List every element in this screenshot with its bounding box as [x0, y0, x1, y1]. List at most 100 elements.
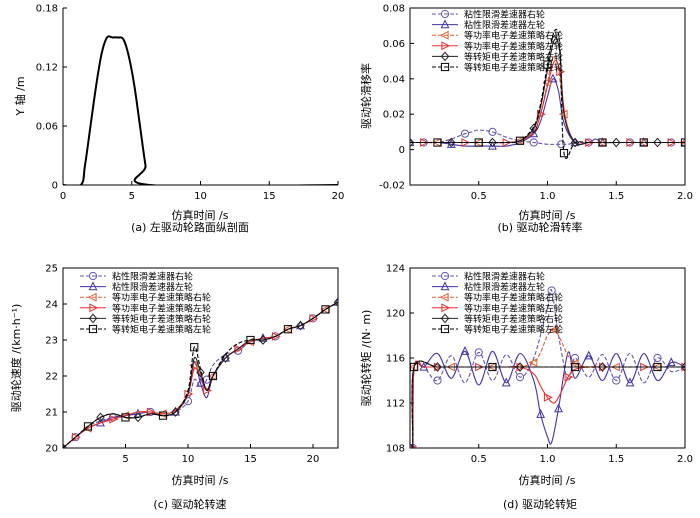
legend-marker [89, 303, 99, 313]
data-point [488, 362, 497, 372]
series-line [410, 288, 685, 448]
legend-label: 等转矩电子差速策略右轮 [112, 313, 211, 325]
data-point [196, 377, 205, 387]
data-point [653, 137, 662, 148]
data-point [271, 331, 281, 341]
x-tick-label: 1.5 [608, 454, 624, 465]
data-point [557, 140, 566, 149]
x-tick-label: 0.5 [471, 454, 487, 465]
data-point [71, 432, 81, 442]
legend: 粘性限滑差速器右轮粘性限滑差速器左轮等功率电子差速策略右轮等功率电子差速策略左轮… [432, 9, 563, 74]
y-tick-label: 21 [45, 408, 58, 419]
data-point [547, 286, 556, 295]
legend-marker [441, 41, 451, 51]
data-point [433, 362, 442, 372]
legend-marker [87, 292, 97, 302]
data-point [460, 129, 470, 138]
data-point [550, 35, 559, 45]
legend-label: 等转矩电子差速策略左轮 [464, 62, 563, 74]
legend-label: 粘性限滑差速器左轮 [464, 281, 545, 293]
x-tick-label: 10 [182, 454, 195, 465]
data-point [488, 127, 497, 136]
data-point [309, 313, 319, 323]
legend-marker [88, 324, 98, 334]
x-tick-label: 1.0 [540, 454, 556, 465]
data-point [598, 362, 607, 372]
legend-marker [440, 19, 450, 29]
data-point [529, 138, 538, 147]
data-point [283, 325, 293, 334]
series-line [63, 35, 338, 185]
legend-label: 粘性限滑差速器左轮 [464, 19, 545, 31]
data-point [410, 137, 415, 148]
chart-a: 0 5 10 15 20 0 0.06 0.12 0.18 仿真时间 /s Y 轴 /m (a) 左驱… [13, 4, 344, 235]
legend-label: 粘性限滑差速器右轮 [464, 9, 545, 21]
data-point [679, 139, 685, 146]
data-point [433, 376, 442, 385]
data-point [543, 60, 552, 69]
data-point [133, 412, 143, 423]
data-point [625, 377, 635, 387]
series-3 [410, 325, 685, 448]
y-tick-label: -0.02 [379, 181, 405, 192]
data-point [203, 385, 212, 395]
y-tick-label: 24 [45, 300, 58, 311]
y-tick-label: 20 [45, 444, 58, 455]
series-line [63, 301, 338, 448]
series-2 [410, 346, 685, 448]
legend-marker [439, 30, 449, 40]
x-tick-label: 20 [332, 191, 345, 202]
data-point [234, 344, 244, 354]
data-point [548, 73, 558, 83]
legend-marker [440, 313, 450, 324]
data-point [543, 392, 553, 402]
data-point [536, 409, 546, 418]
series-5 [410, 360, 685, 448]
legend-label: 等功率电子差速策略左轮 [112, 302, 211, 314]
x-tick-label: 2.0 [677, 191, 693, 202]
y-tick-label: 0.06 [36, 122, 58, 133]
y-tick-label: 23 [45, 336, 58, 347]
data-point [221, 353, 230, 363]
data-point [258, 335, 268, 345]
series-1 [63, 35, 338, 185]
data-point [584, 350, 594, 360]
legend-marker [440, 324, 450, 334]
data-point [554, 403, 563, 413]
series-6 [410, 360, 685, 448]
legend-marker [440, 281, 450, 291]
data-point [446, 139, 456, 148]
y-axis-label: Y 轴 /m [13, 76, 27, 116]
data-point [598, 138, 607, 147]
data-point [680, 138, 685, 147]
y-tick-label: 0.02 [383, 110, 405, 121]
panel-caption: (a) 左驱动轮路面纵剖面 [131, 220, 249, 234]
data-point [190, 343, 199, 352]
legend-marker [88, 271, 98, 281]
data-point [570, 362, 580, 372]
series-4 [410, 360, 685, 448]
y-tick-label: 0.18 [36, 4, 58, 15]
data-point [246, 335, 255, 345]
panel-caption: (c) 驱动轮转速 [153, 497, 226, 511]
data-point [515, 136, 525, 145]
data-point [189, 360, 198, 370]
data-point [488, 137, 497, 148]
legend-label: 等转矩电子差速策略左轮 [112, 324, 211, 336]
legend-label: 等功率电子差速策略右轮 [464, 292, 563, 304]
data-point [460, 346, 470, 355]
data-point [559, 149, 569, 158]
data-point [488, 140, 497, 150]
data-point [474, 348, 483, 357]
y-tick-label: 112 [386, 399, 405, 410]
data-point [109, 414, 119, 424]
series-6 [410, 28, 685, 159]
data-point [612, 376, 621, 385]
data-point [333, 297, 338, 308]
data-point [474, 138, 483, 147]
y-tick-label: 116 [386, 354, 405, 365]
data-point [537, 109, 546, 119]
data-point [171, 407, 180, 417]
series-6 [63, 301, 338, 448]
